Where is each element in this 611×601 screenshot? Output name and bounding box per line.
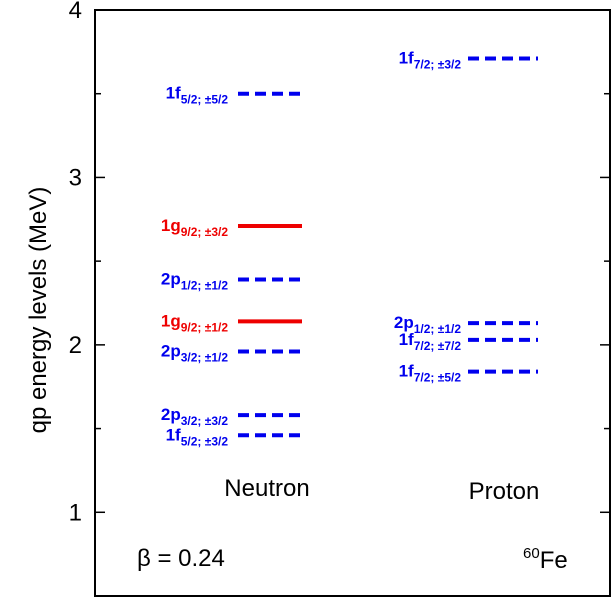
level-label-orbital: 2p bbox=[161, 270, 181, 289]
level-label-subscript: 5/2; ±5/2 bbox=[181, 93, 229, 107]
level-label: 1f7/2; ±3/2 bbox=[399, 49, 462, 72]
level-label: 1f5/2; ±5/2 bbox=[166, 84, 229, 107]
level-label-orbital: 1g bbox=[161, 216, 181, 235]
level-label: 1g9/2; ±3/2 bbox=[161, 216, 228, 239]
level-label-subscript: 1/2; ±1/2 bbox=[414, 322, 462, 336]
y-tick-label: 2 bbox=[69, 332, 82, 359]
level-label-orbital: 1f bbox=[399, 330, 414, 349]
column-label-proton: Proton bbox=[469, 478, 540, 505]
nucleus-mass-number: 60 bbox=[523, 545, 540, 562]
level-label: 2p1/2; ±1/2 bbox=[394, 313, 461, 336]
y-tick-label: 1 bbox=[69, 499, 82, 526]
level-label-subscript: 3/2; ±1/2 bbox=[181, 351, 229, 365]
level-label-subscript: 7/2; ±5/2 bbox=[414, 371, 462, 385]
level-label-orbital: 1f bbox=[399, 362, 414, 381]
level-lines bbox=[238, 56, 538, 438]
level-label: 2p3/2; ±1/2 bbox=[161, 342, 228, 365]
level-label-subscript: 9/2; ±1/2 bbox=[181, 320, 229, 334]
level-label-orbital: 2p bbox=[161, 342, 181, 361]
level-label: 1f7/2; ±7/2 bbox=[399, 330, 462, 353]
y-tick-label: 4 bbox=[69, 0, 82, 24]
level-label-subscript: 3/2; ±3/2 bbox=[181, 414, 229, 428]
level-label-subscript: 7/2; ±7/2 bbox=[414, 339, 462, 353]
level-label: 1f7/2; ±5/2 bbox=[399, 362, 462, 385]
nucleus-symbol: Fe bbox=[540, 547, 568, 574]
level-label-subscript: 9/2; ±3/2 bbox=[181, 225, 229, 239]
level-label-orbital: 1f bbox=[399, 49, 414, 68]
y-tick-label: 3 bbox=[69, 164, 82, 191]
level-label-subscript: 1/2; ±1/2 bbox=[181, 279, 229, 293]
column-label-neutron: Neutron bbox=[224, 475, 309, 502]
level-label: 2p3/2; ±3/2 bbox=[161, 405, 228, 428]
level-label-orbital: 2p bbox=[394, 313, 414, 332]
level-label-orbital: 1g bbox=[161, 311, 181, 330]
y-axis-label: qp energy levels (MeV) bbox=[25, 187, 52, 434]
level-label: 1g9/2; ±1/2 bbox=[161, 311, 228, 334]
level-label-orbital: 1f bbox=[166, 425, 181, 444]
level-label-orbital: 1f bbox=[166, 84, 181, 103]
level-label-subscript: 5/2; ±3/2 bbox=[181, 434, 229, 448]
nucleus-label: 60Fe bbox=[523, 545, 568, 574]
y-tick-labels: 1 2 3 4 bbox=[69, 0, 82, 526]
plot-frame bbox=[94, 9, 611, 597]
beta-annotation: β = 0.24 bbox=[137, 545, 225, 572]
level-label-subscript: 7/2; ±3/2 bbox=[414, 58, 462, 72]
level-label-orbital: 2p bbox=[161, 405, 181, 424]
level-label: 2p1/2; ±1/2 bbox=[161, 270, 228, 293]
axis-ticks bbox=[95, 9, 610, 514]
level-label: 1f5/2; ±3/2 bbox=[166, 425, 229, 448]
